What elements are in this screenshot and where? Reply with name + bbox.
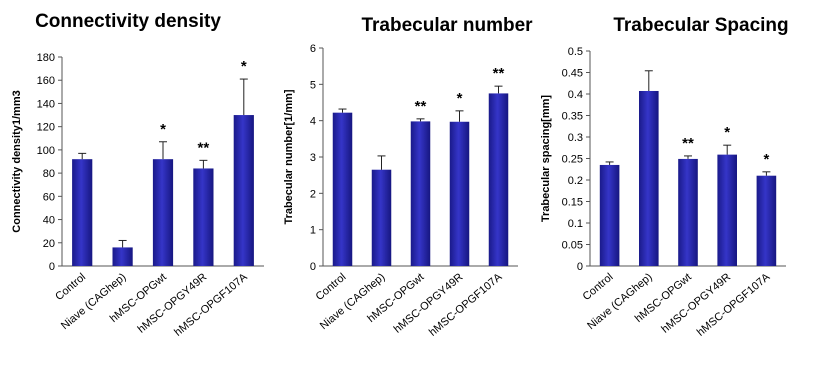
bar bbox=[233, 115, 254, 266]
y-tick-label: 6 bbox=[310, 43, 316, 55]
significance-marker: ** bbox=[415, 98, 427, 115]
x-tick-label: hMSC-OPGY49R bbox=[659, 271, 733, 336]
bar bbox=[678, 158, 698, 266]
chart-panel-trabecular-spacing: Trabecular Spacing Trabecular spacing[mm… bbox=[540, 15, 789, 339]
y-tick-label: 3 bbox=[310, 152, 316, 164]
bar bbox=[599, 164, 620, 266]
x-tick-label: hMSC-OPGY49R bbox=[392, 271, 466, 336]
x-tick-label: Control bbox=[314, 271, 349, 303]
y-tick-label: 4 bbox=[310, 116, 316, 128]
chart-panel-trabecular-number: Trabecular number Trabecular number[1/mm… bbox=[283, 15, 533, 339]
significance-marker: * bbox=[241, 58, 247, 75]
y-tick-label: 120 bbox=[37, 122, 55, 134]
y-axis-label: Trabecular number[1/mm] bbox=[283, 89, 295, 224]
y-tick-label: 100 bbox=[37, 145, 55, 157]
significance-marker: * bbox=[457, 90, 463, 107]
y-tick-label: 0.15 bbox=[562, 197, 583, 209]
y-tick-label: 0.05 bbox=[562, 240, 583, 252]
significance-marker: * bbox=[724, 124, 730, 141]
y-tick-label: 20 bbox=[43, 238, 55, 250]
y-tick-label: 2 bbox=[310, 188, 316, 200]
y-tick-label: 5 bbox=[310, 79, 316, 91]
significance-marker: ** bbox=[493, 65, 505, 82]
chart-panel-connectivity-density: Connectivity density Connectivity densit… bbox=[11, 11, 264, 339]
y-axis-label: Connectivity density1/mm3 bbox=[11, 90, 23, 232]
y-tick-label: 60 bbox=[43, 191, 55, 203]
significance-marker: ** bbox=[682, 135, 694, 152]
x-tick-label: hMSC-OPGF107A bbox=[695, 271, 773, 339]
y-axis-label: Trabecular spacing[mm] bbox=[540, 95, 552, 222]
bar bbox=[449, 121, 470, 266]
bar bbox=[488, 93, 509, 267]
chart-title: Trabecular number bbox=[361, 15, 533, 36]
bar bbox=[756, 175, 777, 266]
significance-marker: * bbox=[160, 121, 166, 138]
bar bbox=[112, 247, 133, 266]
x-tick-label: hMSC-OPGF107A bbox=[427, 271, 505, 339]
y-tick-label: 0.35 bbox=[562, 111, 583, 123]
y-tick-label: 1 bbox=[310, 225, 316, 237]
significance-marker: * bbox=[763, 151, 769, 168]
bar bbox=[371, 169, 392, 266]
y-tick-label: 0.45 bbox=[562, 68, 583, 80]
y-tick-label: 0 bbox=[310, 261, 316, 273]
significance-marker: ** bbox=[198, 139, 210, 156]
y-tick-label: 0 bbox=[49, 261, 55, 273]
y-tick-label: 0.25 bbox=[562, 154, 583, 166]
y-tick-label: 40 bbox=[43, 215, 55, 227]
y-tick-label: 140 bbox=[37, 98, 55, 110]
y-tick-label: 180 bbox=[37, 52, 55, 64]
x-tick-label: hMSC-OPGY49R bbox=[136, 271, 210, 336]
x-tick-label: Control bbox=[53, 271, 88, 303]
x-tick-label: hMSC-OPGF107A bbox=[172, 271, 250, 339]
y-tick-label: 160 bbox=[37, 75, 55, 87]
bar bbox=[72, 159, 93, 266]
bar bbox=[410, 121, 431, 266]
y-tick-label: 0.1 bbox=[568, 218, 583, 230]
x-tick-label: Control bbox=[581, 271, 616, 303]
y-tick-label: 0.4 bbox=[568, 89, 583, 101]
y-tick-label: 0.2 bbox=[568, 175, 583, 187]
chart-title: Connectivity density bbox=[35, 11, 221, 32]
bar bbox=[152, 159, 174, 266]
bar bbox=[639, 90, 659, 267]
bar bbox=[193, 168, 214, 266]
y-tick-label: 0 bbox=[577, 261, 583, 273]
chart-title: Trabecular Spacing bbox=[613, 15, 788, 36]
y-tick-label: 0.3 bbox=[568, 132, 583, 144]
bar bbox=[332, 112, 353, 266]
bar bbox=[717, 154, 737, 266]
y-tick-label: 0.5 bbox=[568, 46, 583, 58]
y-tick-label: 80 bbox=[43, 168, 55, 180]
